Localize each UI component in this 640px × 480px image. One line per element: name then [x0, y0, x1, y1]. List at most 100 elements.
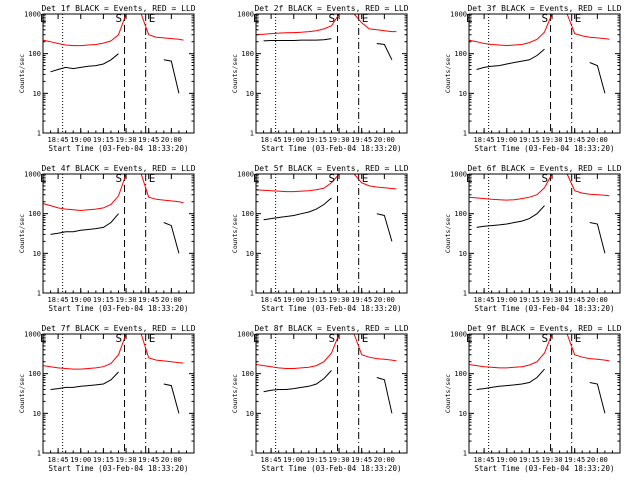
x-tick-label: 19:30 — [329, 296, 350, 304]
panel-title: Det 9f BLACK = Events, RED = LLD — [467, 324, 621, 333]
segment-marker: E — [575, 332, 582, 345]
x-tick-label: 19:15 — [93, 136, 114, 144]
segment-marker: E — [149, 332, 156, 345]
y-axis-label: Counts/sec — [444, 54, 452, 93]
segment-marker: E — [575, 12, 582, 25]
events-series-line — [476, 48, 545, 70]
y-tick-label: 10 — [459, 250, 467, 258]
lld-series-line — [566, 173, 610, 197]
lld-series-line — [566, 13, 610, 40]
segment-marker: E — [253, 12, 260, 25]
detector-panel: Det 6f BLACK = Events, RED = LLD 1 10 100 10… — [444, 164, 622, 313]
y-tick-label: 1 — [37, 290, 41, 298]
panel-title: Det 5f BLACK = Events, RED = LLD — [254, 164, 408, 173]
y-tick-label: 1 — [463, 290, 467, 298]
plot-frame — [255, 173, 408, 294]
lld-series-line — [353, 333, 397, 362]
y-tick-label: 1 — [250, 450, 254, 458]
y-tick-label: 1000 — [237, 171, 254, 179]
panel-title: Det 1f BLACK = Events, RED = LLD — [41, 4, 195, 13]
x-tick-label: 19:15 — [306, 296, 327, 304]
x-tick-label: 19:00 — [496, 136, 517, 144]
y-tick-label: 10 — [33, 90, 41, 98]
y-tick-label: 1 — [463, 450, 467, 458]
x-tick-label: 19:00 — [496, 296, 517, 304]
x-tick-label: 19:45 — [351, 136, 372, 144]
segment-marker: E — [362, 172, 369, 185]
y-axis-label: Counts/sec — [231, 374, 239, 413]
x-tick-label: 19:45 — [138, 456, 159, 464]
events-series-line — [476, 205, 545, 228]
x-tick-label: 19:30 — [329, 456, 350, 464]
events-series-line — [50, 213, 119, 235]
plot-frame — [42, 333, 195, 454]
x-tick-label: 19:45 — [351, 456, 372, 464]
segment-marker: E — [466, 332, 473, 345]
segment-marker: E — [149, 12, 156, 25]
panel-title: Det 3f BLACK = Events, RED = LLD — [467, 4, 621, 13]
x-tick-label: 20:00 — [161, 296, 182, 304]
x-tick-label: 19:45 — [138, 136, 159, 144]
events-series-line — [376, 43, 393, 61]
y-tick-label: 1 — [250, 130, 254, 138]
plot-frame — [42, 173, 195, 294]
events-series-line — [263, 197, 332, 221]
segment-marker: S — [328, 172, 335, 185]
segment-marker: E — [40, 12, 47, 25]
x-tick-label: 19:15 — [93, 456, 114, 464]
segment-marker: E — [362, 332, 369, 345]
x-tick-label: 19:45 — [351, 296, 372, 304]
segment-marker: S — [328, 12, 335, 25]
y-tick-label: 100 — [241, 210, 254, 218]
lld-series-line — [140, 333, 184, 364]
events-series-line — [589, 382, 606, 414]
events-series-line — [376, 377, 393, 414]
y-tick-label: 100 — [454, 50, 467, 58]
events-series-line — [163, 383, 180, 414]
lld-series-line — [468, 173, 553, 201]
x-tick-label: 18:45 — [474, 456, 495, 464]
x-axis-label: Start Time (03-Feb-04 18:33:20) — [262, 304, 402, 313]
segment-marker: E — [40, 332, 47, 345]
x-tick-label: 19:00 — [283, 296, 304, 304]
plot-frame — [468, 173, 621, 294]
lld-series-line — [42, 333, 127, 370]
y-tick-label: 1 — [463, 130, 467, 138]
y-tick-label: 10 — [246, 410, 254, 418]
x-tick-label: 19:00 — [283, 456, 304, 464]
events-series-line — [263, 370, 332, 393]
x-tick-label: 19:30 — [116, 456, 137, 464]
y-axis-label: Counts/sec — [18, 214, 26, 253]
x-tick-label: 19:15 — [306, 136, 327, 144]
x-tick-label: 19:45 — [564, 296, 585, 304]
y-tick-label: 1000 — [24, 171, 41, 179]
y-axis-label: Counts/sec — [18, 54, 26, 93]
segment-marker: S — [115, 172, 122, 185]
x-tick-label: 19:15 — [93, 296, 114, 304]
events-series-line — [263, 38, 332, 42]
x-tick-label: 19:30 — [542, 296, 563, 304]
x-tick-label: 20:00 — [587, 456, 608, 464]
y-tick-label: 10 — [459, 410, 467, 418]
y-axis-label: Counts/sec — [444, 214, 452, 253]
segment-marker: S — [541, 332, 548, 345]
lld-series-line — [140, 173, 184, 204]
segment-marker: S — [541, 172, 548, 185]
y-tick-label: 10 — [246, 90, 254, 98]
y-tick-label: 1000 — [237, 331, 254, 339]
y-tick-label: 100 — [241, 370, 254, 378]
x-tick-label: 19:30 — [542, 456, 563, 464]
events-series-line — [163, 222, 180, 254]
x-tick-label: 18:45 — [261, 456, 282, 464]
y-tick-label: 10 — [459, 90, 467, 98]
lld-series-line — [255, 333, 340, 369]
x-axis-label: Start Time (03-Feb-04 18:33:20) — [49, 144, 189, 153]
y-tick-label: 100 — [28, 210, 41, 218]
y-axis-label: Counts/sec — [231, 214, 239, 253]
x-axis-label: Start Time (03-Feb-04 18:33:20) — [475, 144, 615, 153]
x-axis-label: Start Time (03-Feb-04 18:33:20) — [262, 464, 402, 473]
x-tick-label: 18:45 — [48, 136, 69, 144]
events-series-line — [50, 53, 119, 73]
x-tick-label: 19:00 — [283, 136, 304, 144]
detector-panel: Det 8f BLACK = Events, RED = LLD 1 10 100 10… — [231, 324, 409, 473]
